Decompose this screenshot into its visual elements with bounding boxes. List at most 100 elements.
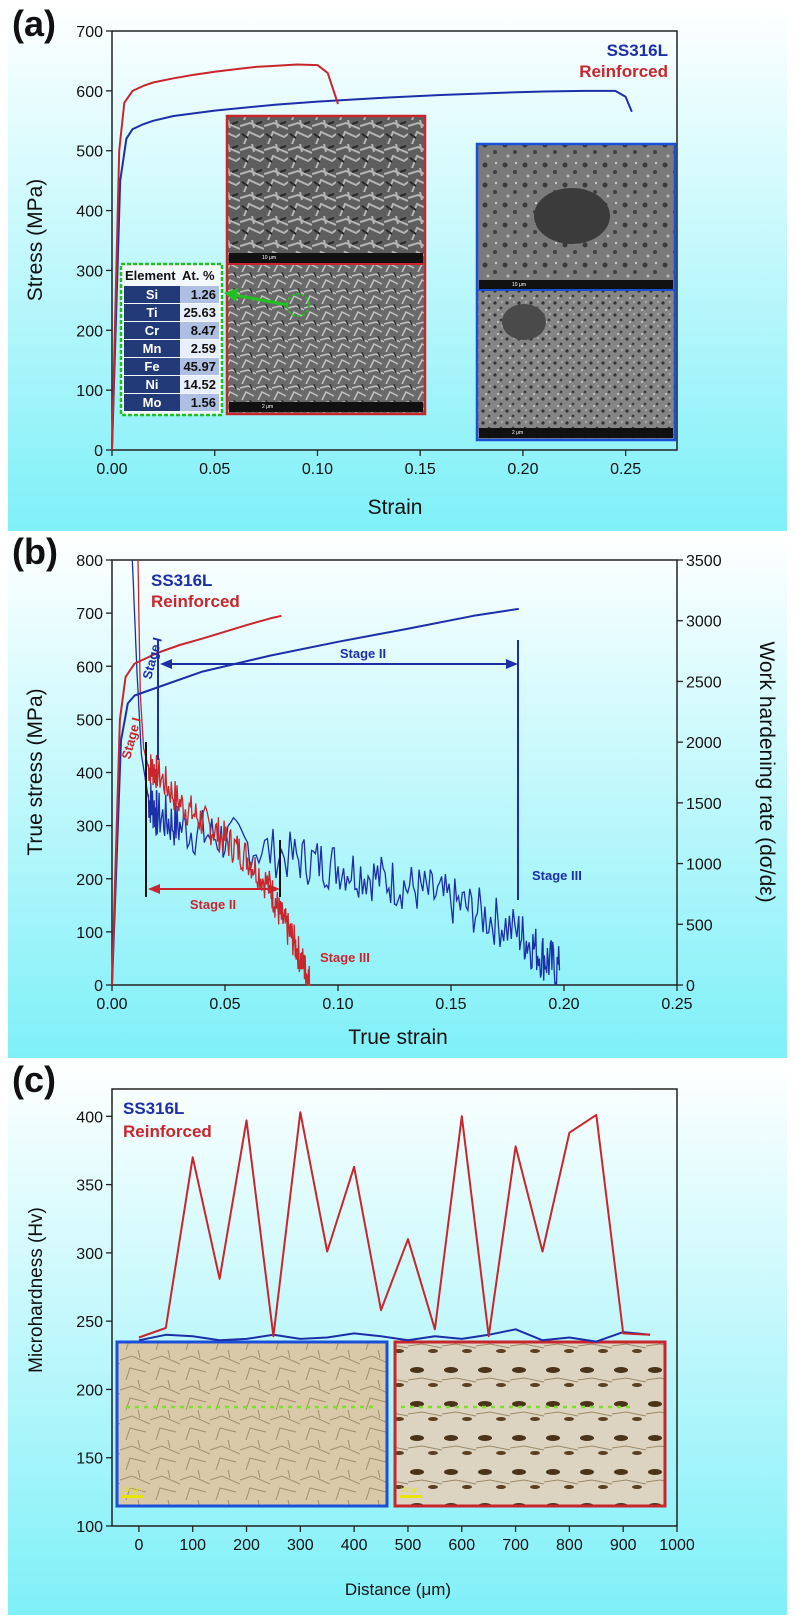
x-tick-label: 0	[134, 1537, 143, 1554]
y-tick-label: 700	[76, 606, 103, 623]
plot-a-xlabel: Strain	[368, 496, 423, 519]
y-tick-label: 800	[76, 553, 103, 570]
x-tick-label: 300	[287, 1537, 314, 1554]
sem-scalebar-label: 10 μm	[262, 255, 276, 261]
sem-inset-reinforced: 10 μm 2 μm	[225, 114, 427, 416]
om-reinforced-image	[393, 1340, 667, 1508]
plot-a-axis-ticks: 0.00 0.05 0.10 0.15 0.20 0.25 0 100 200 300 400 500…	[76, 24, 641, 478]
y-tick-label: 350	[76, 1178, 103, 1195]
sem-reinforced-top	[227, 116, 425, 264]
plot-a-series	[111, 63, 633, 451]
stage-ss316l-2: Stage II	[340, 646, 386, 661]
om-inset-ss316l: 100 μm	[115, 1340, 389, 1508]
y-tick-label: 500	[76, 712, 103, 729]
stage-reinforced-2: Stage II	[190, 897, 236, 912]
series-ss316l-hardening	[131, 559, 561, 986]
x-tick-label: 0.10	[322, 996, 353, 1013]
plot-b-axis-ticks: 0.00 0.05 0.10 0.15 0.20 0.250100200300400500…	[76, 553, 721, 1013]
eds-element-cell	[124, 286, 180, 303]
eds-header-at: At. %	[182, 268, 215, 283]
eds-value: 1.26	[191, 287, 216, 302]
x-tick-label: 0.20	[548, 996, 579, 1013]
plot-b: 0.00 0.05 0.10 0.15 0.20 0.250100200300400500…	[24, 553, 778, 1049]
plot-b-series	[111, 559, 561, 986]
sem-scalebar-label: 2 μm	[512, 430, 523, 436]
eds-element-cell	[124, 322, 180, 339]
x-tick-label: 0.25	[661, 996, 692, 1013]
x-tick-label: 0.25	[610, 461, 641, 478]
eds-element: Si	[146, 287, 158, 302]
sem-databar	[229, 402, 423, 412]
stage-reinforced-3: Stage III	[320, 950, 370, 965]
om-scalebar	[400, 1495, 422, 1498]
panel-b-background	[8, 535, 787, 1058]
stage-markers-reinforced	[145, 742, 281, 897]
series-ss316l-hardness	[138, 1328, 651, 1343]
legend-c-reinforced: Reinforced	[123, 1122, 212, 1141]
plot-c-ylabel: Microhardness (Hv)	[26, 1207, 47, 1373]
sem-databar	[229, 253, 423, 263]
eds-element: Fe	[144, 359, 159, 374]
eds-element: Ti	[146, 305, 157, 320]
x-tick-label: 700	[502, 1537, 529, 1554]
eds-element: Mo	[143, 395, 162, 410]
x-tick-label: 900	[610, 1537, 637, 1554]
plot-b-ylabel: True stress (MPa)	[24, 688, 47, 855]
x-tick-label: 100	[179, 1537, 206, 1554]
y-tick-label: 250	[76, 1314, 103, 1331]
y-tick-label: 300	[76, 1246, 103, 1263]
eds-rows: Si 1.26 Ti 25.63 Cr 8.47 Mn 2.59 Fe 45.97 Ni 14.52 M…	[124, 286, 219, 411]
sem-reinforced-bottom	[227, 264, 425, 414]
stage-ss316l-3: Stage III	[532, 868, 582, 883]
y-right-tick-label: 2500	[686, 674, 722, 691]
legend-a-ss316l: SS316L	[607, 41, 668, 60]
x-tick-label: 200	[233, 1537, 260, 1554]
legend-c-ss316l: SS316L	[123, 1099, 184, 1118]
y-tick-label: 100	[76, 383, 103, 400]
x-tick-label: 0.05	[199, 461, 230, 478]
y-tick-label: 200	[76, 323, 103, 340]
eds-spot-marker	[286, 293, 310, 317]
eds-value-cell	[180, 394, 219, 411]
eds-value-cell	[180, 286, 219, 303]
om-inset-reinforced: 100 μm	[393, 1340, 667, 1508]
eds-element: Cr	[145, 323, 159, 338]
x-tick-label: 1000	[659, 1537, 695, 1554]
series-ss316l-true-stress	[111, 607, 519, 986]
x-tick-label: 500	[395, 1537, 422, 1554]
sem-void	[534, 188, 610, 244]
eds-element-cell	[124, 304, 180, 321]
eds-value-cell	[180, 304, 219, 321]
y-tick-label: 600	[76, 84, 103, 101]
y-tick-label: 500	[76, 144, 103, 161]
plot-c-series	[138, 1111, 651, 1343]
sem-scalebar-label: 2 μm	[262, 404, 273, 410]
om-scalebar-label: 100 μm	[400, 1488, 420, 1494]
eds-element-cell	[124, 394, 180, 411]
plot-b-ylabel-right: Work hardening rate (dσ/dε)	[755, 641, 778, 902]
y-tick-label: 200	[76, 872, 103, 889]
eds-value-cell	[180, 358, 219, 375]
plot-b-xlabel: True strain	[348, 1026, 448, 1049]
eds-header-element: Element	[125, 268, 176, 283]
eds-value: 2.59	[191, 341, 216, 356]
y-tick-label: 200	[76, 1382, 103, 1399]
x-tick-label: 600	[448, 1537, 475, 1554]
y-right-tick-label: 0	[686, 978, 695, 995]
y-right-tick-label: 2000	[686, 735, 722, 752]
om-ss316l-image	[115, 1340, 389, 1508]
series-ss316l-line	[111, 89, 633, 451]
sem-databar	[479, 280, 673, 289]
y-right-tick-label: 1000	[686, 857, 722, 874]
plot-c-axis-ticks: 0 100 200 300 400 500 600 700 800 900 1000 100 150 20…	[76, 1109, 695, 1554]
y-right-tick-label: 3500	[686, 553, 722, 570]
y-tick-label: 400	[76, 204, 103, 221]
x-tick-label: 400	[341, 1537, 368, 1554]
y-tick-label: 0	[94, 443, 103, 460]
x-tick-label: 0.00	[96, 996, 127, 1013]
sem-ss316l-border	[475, 142, 677, 442]
eds-table: Element At. % Si 1.26 Ti 25.63 Cr 8.47 Mn 2.59 F…	[119, 262, 224, 417]
eds-value: 8.47	[191, 323, 216, 338]
x-tick-label: 0.15	[405, 461, 436, 478]
